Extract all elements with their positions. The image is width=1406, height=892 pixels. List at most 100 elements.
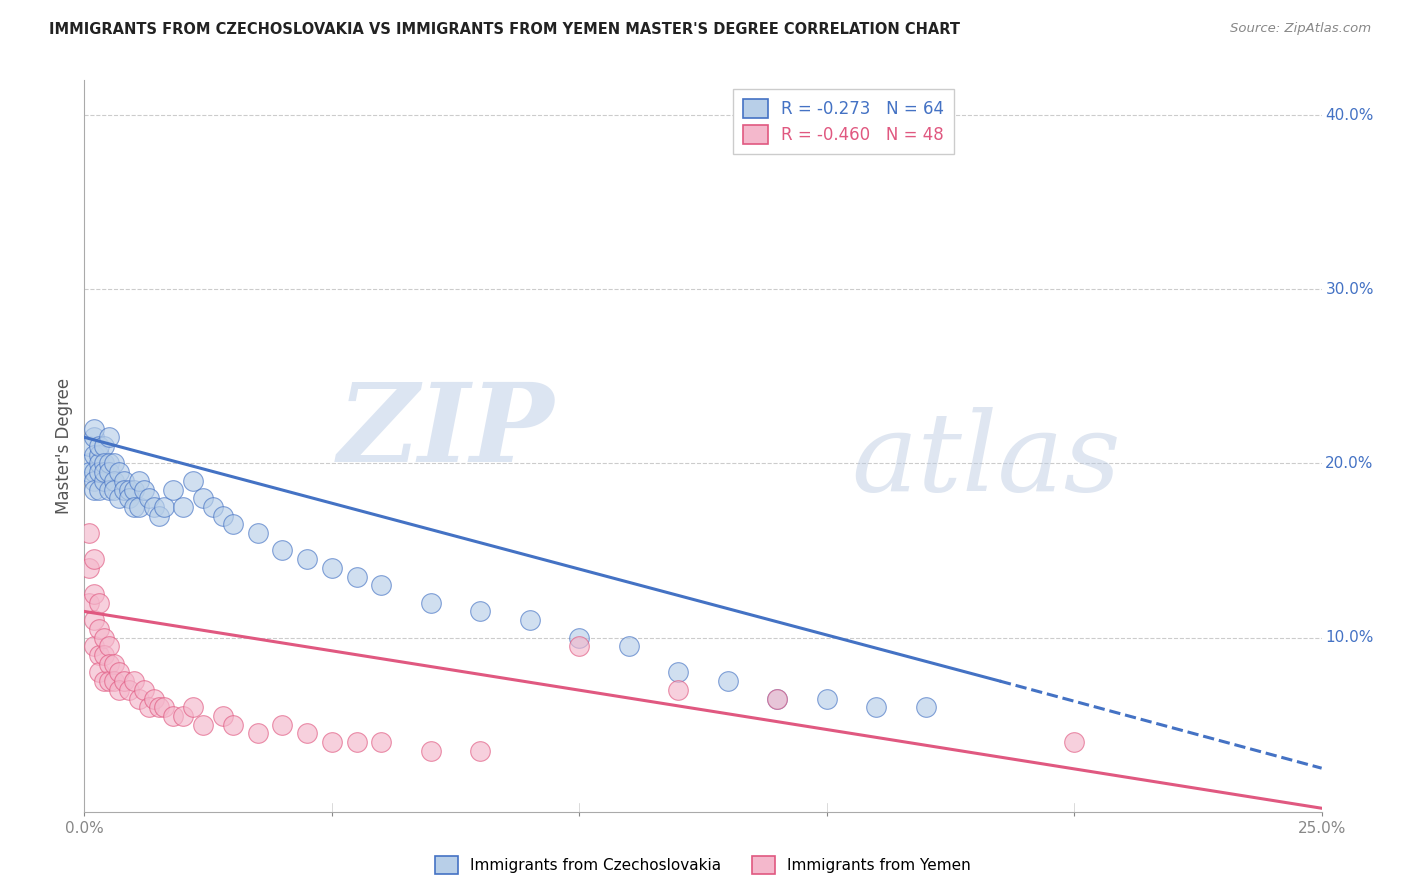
Point [93, 474, 115, 488]
Legend: R = -0.273   N = 64, R = -0.460   N = 48: R = -0.273 N = 64, R = -0.460 N = 48 [733, 88, 955, 153]
Point [162, 709, 184, 723]
Point [246, 726, 269, 740]
Point [766, 691, 789, 706]
Point [568, 640, 591, 654]
Point [865, 700, 887, 714]
Point [112, 474, 135, 488]
Point [568, 631, 591, 645]
Point [89, 596, 111, 610]
Point [419, 596, 441, 610]
Point [271, 717, 294, 731]
Point [246, 526, 269, 541]
Point [83, 587, 105, 601]
Point [83, 640, 105, 654]
Point [103, 474, 125, 488]
Point [112, 483, 135, 497]
Point [295, 726, 318, 740]
Point [212, 709, 235, 723]
Point [470, 604, 492, 618]
Point [89, 622, 111, 636]
Point [346, 735, 368, 749]
Point [815, 691, 838, 706]
Point [93, 674, 115, 689]
Point [666, 682, 689, 697]
Point [1063, 735, 1085, 749]
Point [98, 674, 121, 689]
Point [138, 700, 160, 714]
Text: IMMIGRANTS FROM CZECHOSLOVAKIA VS IMMIGRANTS FROM YEMEN MASTER'S DEGREE CORRELAT: IMMIGRANTS FROM CZECHOSLOVAKIA VS IMMIGR… [49, 22, 960, 37]
Point [128, 474, 150, 488]
Point [83, 613, 105, 627]
Point [98, 640, 121, 654]
Point [152, 700, 174, 714]
Point [370, 735, 392, 749]
Point [132, 483, 155, 497]
Text: 30.0%: 30.0% [1326, 282, 1374, 297]
Point [103, 674, 125, 689]
Point [98, 657, 121, 671]
Point [103, 657, 125, 671]
Point [202, 500, 225, 514]
Legend: Immigrants from Czechoslovakia, Immigrants from Yemen: Immigrants from Czechoslovakia, Immigran… [429, 850, 977, 880]
Point [89, 665, 111, 680]
Point [93, 457, 115, 471]
Point [98, 483, 121, 497]
Point [148, 700, 170, 714]
Point [122, 483, 145, 497]
Point [89, 439, 111, 453]
Point [83, 448, 105, 462]
Point [191, 717, 214, 731]
Point [152, 500, 174, 514]
Point [79, 457, 101, 471]
Point [172, 709, 194, 723]
Point [470, 744, 492, 758]
Point [914, 700, 936, 714]
Point [89, 448, 111, 462]
Point [346, 569, 368, 583]
Point [181, 700, 204, 714]
Point [103, 457, 125, 471]
Point [83, 552, 105, 566]
Point [103, 483, 125, 497]
Point [98, 465, 121, 479]
Point [142, 500, 165, 514]
Point [89, 483, 111, 497]
Point [321, 735, 343, 749]
Point [118, 491, 141, 506]
Point [138, 491, 160, 506]
Point [295, 552, 318, 566]
Point [122, 674, 145, 689]
Point [321, 561, 343, 575]
Point [108, 491, 131, 506]
Point [717, 674, 740, 689]
Point [83, 474, 105, 488]
Point [83, 465, 105, 479]
Point [83, 421, 105, 435]
Y-axis label: Master's Degree: Master's Degree [55, 378, 73, 514]
Point [89, 648, 111, 662]
Text: 40.0%: 40.0% [1326, 108, 1374, 122]
Point [108, 665, 131, 680]
Point [122, 500, 145, 514]
Point [222, 717, 245, 731]
Point [93, 631, 115, 645]
Point [83, 430, 105, 444]
Point [271, 543, 294, 558]
Point [617, 640, 640, 654]
Point [93, 648, 115, 662]
Point [93, 439, 115, 453]
Point [148, 508, 170, 523]
Text: ZIP: ZIP [337, 377, 554, 485]
Point [79, 526, 101, 541]
Point [89, 457, 111, 471]
Point [181, 474, 204, 488]
Point [79, 439, 101, 453]
Point [98, 457, 121, 471]
Text: 20.0%: 20.0% [1326, 456, 1374, 471]
Point [766, 691, 789, 706]
Point [79, 561, 101, 575]
Point [212, 508, 235, 523]
Text: 10.0%: 10.0% [1326, 630, 1374, 645]
Point [79, 596, 101, 610]
Point [132, 682, 155, 697]
